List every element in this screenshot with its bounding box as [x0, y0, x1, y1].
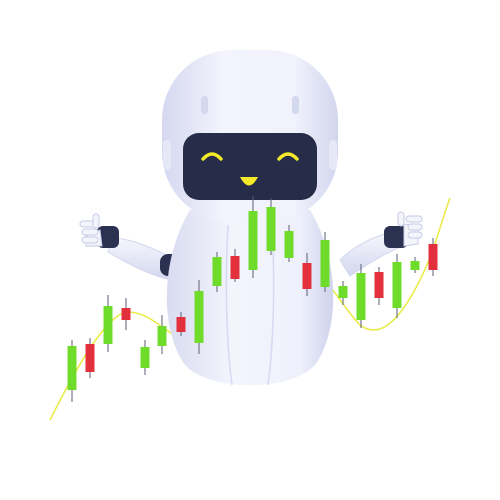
candle-up: [212, 257, 222, 286]
smile-face-icon: [201, 152, 299, 186]
candle-up: [320, 240, 330, 287]
candle-down: [374, 272, 384, 298]
candle-down: [428, 244, 438, 270]
candle-up: [140, 347, 150, 368]
candle-down: [230, 256, 240, 279]
left-hand-icon: [79, 213, 119, 248]
candle-up: [266, 207, 276, 251]
candle-up: [284, 231, 294, 258]
candle-up: [392, 262, 402, 308]
candlestick-chart-icon: [67, 196, 438, 402]
candle-up: [248, 211, 258, 270]
candle-up: [103, 306, 113, 344]
left-arm: [79, 213, 182, 281]
candle-down: [176, 317, 186, 332]
candle-down: [302, 263, 312, 289]
candle-up: [338, 286, 348, 298]
candle-up: [356, 273, 366, 320]
robot-head: [162, 50, 338, 222]
candle-up: [157, 326, 167, 346]
right-hand-icon: [384, 211, 423, 248]
visor: [183, 133, 317, 200]
candle-down: [85, 344, 95, 372]
candle-up: [67, 346, 77, 390]
candle-up: [194, 291, 204, 343]
right-arm: [339, 211, 423, 277]
candle-down: [121, 308, 131, 320]
candle-up: [410, 261, 420, 270]
